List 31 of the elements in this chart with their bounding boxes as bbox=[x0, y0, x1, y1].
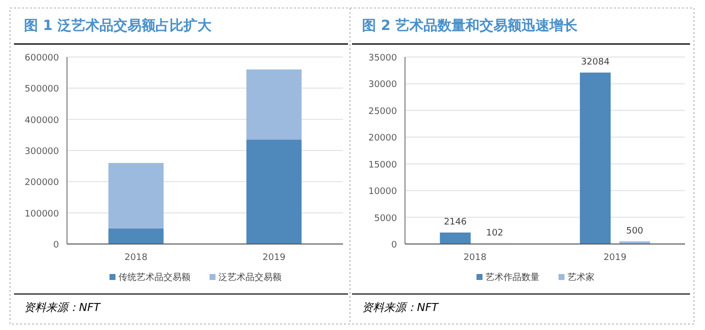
legend-label: 艺术作品数量 bbox=[486, 272, 540, 283]
legend-label: 艺术家 bbox=[568, 272, 594, 283]
chart-title: 图 2 艺术品数量和交易额迅速增长 bbox=[362, 17, 578, 34]
data-label: 102 bbox=[486, 228, 504, 238]
text: 资料来源：NFT bbox=[24, 301, 102, 314]
chart-title: 图 1 泛艺术品交易额占比扩大 bbox=[24, 17, 212, 34]
y-tick-label: 400000 bbox=[24, 116, 60, 126]
data-label: 32084 bbox=[580, 58, 610, 68]
text: 资料来源：NFT bbox=[362, 301, 440, 314]
y-tick-label: 500000 bbox=[24, 84, 60, 95]
x-tick-label: 2018 bbox=[464, 253, 487, 263]
y-tick-label: 25000 bbox=[368, 106, 398, 117]
y-tick-label: 300000 bbox=[24, 147, 60, 157]
y-tick-label: 600000 bbox=[24, 54, 60, 64]
y-tick-label: 100000 bbox=[24, 209, 60, 220]
y-tick-label: 5000 bbox=[374, 214, 398, 224]
y-tick-label: 200000 bbox=[24, 178, 60, 188]
data-label: 2146 bbox=[444, 218, 468, 228]
x-tick-label: 2018 bbox=[124, 253, 148, 263]
y-tick-label: 20000 bbox=[368, 134, 398, 144]
y-tick-label: 0 bbox=[53, 240, 60, 250]
y-tick-label: 0 bbox=[391, 240, 398, 250]
x-tick-label: 2019 bbox=[262, 253, 286, 263]
y-tick-label: 35000 bbox=[368, 54, 398, 64]
legend-label: 泛艺术品交易额 bbox=[218, 272, 282, 283]
y-tick-label: 10000 bbox=[368, 187, 398, 198]
x-tick-label: 2019 bbox=[604, 253, 627, 263]
data-label: 500 bbox=[626, 226, 644, 236]
y-tick-label: 15000 bbox=[368, 160, 398, 170]
y-tick-label: 30000 bbox=[368, 80, 398, 90]
legend-label: 传统艺术品交易额 bbox=[118, 272, 190, 283]
